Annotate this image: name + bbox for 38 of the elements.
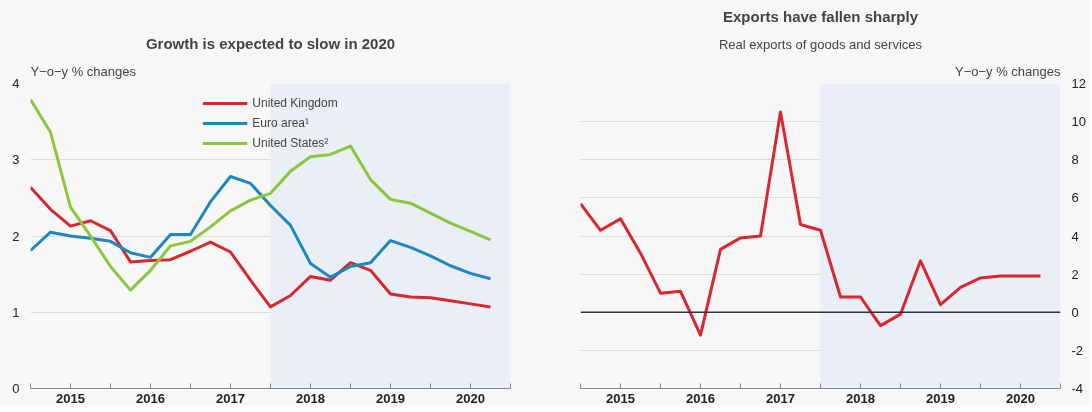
y-tick-label: 12 xyxy=(1071,76,1086,91)
y-tick-label: 0 xyxy=(1071,304,1079,320)
x-tick-label: 2018 xyxy=(296,390,325,406)
legend-label: Euro area¹ xyxy=(252,116,310,130)
y-tick-label: 2 xyxy=(12,228,20,244)
x-tick-label: 2015 xyxy=(606,390,635,406)
y-tick-label: 4 xyxy=(12,76,20,91)
chart-title: Exports have fallen sharply xyxy=(722,7,919,25)
x-tick-label: 2017 xyxy=(216,390,245,406)
x-tick-label: 2015 xyxy=(56,390,85,406)
x-tick-label: 2020 xyxy=(1006,390,1035,406)
y-tick-label: 2 xyxy=(1071,266,1079,282)
y-tick-label: -4 xyxy=(1071,381,1084,396)
chart-subtitle: Real exports of goods and services xyxy=(718,36,923,52)
y-tick-label: 8 xyxy=(1071,152,1079,168)
legend-label: United States² xyxy=(252,136,329,150)
x-tick-label: 2018 xyxy=(846,390,875,406)
line-series xyxy=(30,175,492,281)
y-axis-title: Y−o−y % changes xyxy=(30,63,137,79)
x-tick-label: 2017 xyxy=(766,390,795,406)
chart-title: Growth is expected to slow in 2020 xyxy=(145,34,396,52)
x-tick-label: 2016 xyxy=(136,390,165,406)
x-tick-label: 2019 xyxy=(926,390,955,406)
y-tick-label: 4 xyxy=(1071,228,1079,244)
y-tick-label: 0 xyxy=(12,381,20,396)
x-tick-label: 2020 xyxy=(456,390,485,406)
line-series xyxy=(30,185,492,309)
line-series xyxy=(580,110,1042,337)
x-tick-label: 2019 xyxy=(376,390,405,406)
y-tick-label: 3 xyxy=(12,152,20,168)
legend-label: United Kingdom xyxy=(252,96,338,110)
y-tick-label: 10 xyxy=(1071,114,1086,130)
line-series xyxy=(30,98,492,292)
x-tick-label: 2016 xyxy=(686,390,715,406)
y-tick-label: 6 xyxy=(1071,190,1079,206)
y-axis-title: Y−o−y % changes xyxy=(954,63,1061,79)
y-tick-label: 1 xyxy=(12,304,20,320)
y-tick-label: -2 xyxy=(1071,342,1084,358)
